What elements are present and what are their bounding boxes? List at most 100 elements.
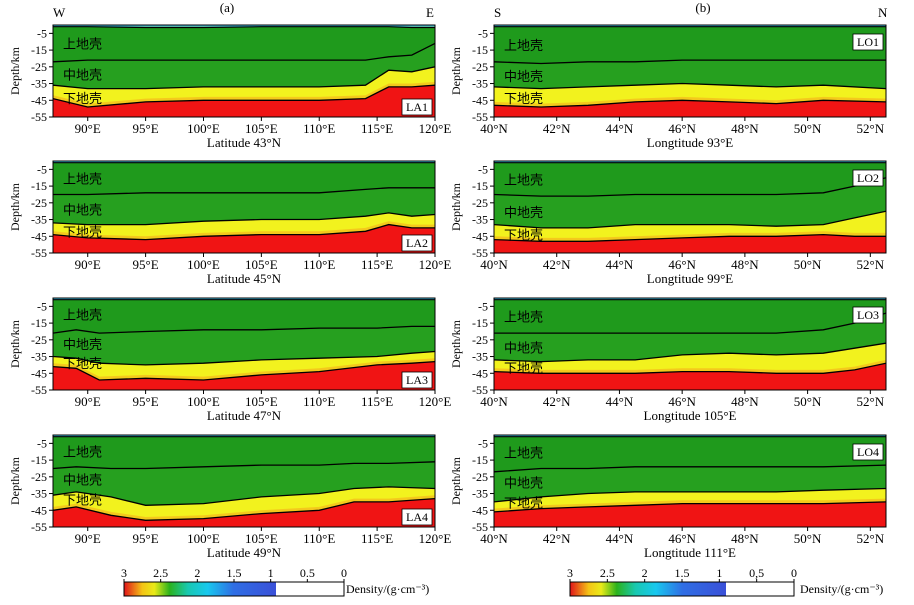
y-tick-label: -55 bbox=[472, 110, 488, 124]
upper-crust-layer bbox=[494, 436, 886, 472]
boundary-upper-mid bbox=[53, 325, 435, 334]
x-tick-label: 46°N bbox=[668, 121, 696, 136]
middle-crust-label: 中地壳 bbox=[504, 69, 543, 84]
y-tick-label: -45 bbox=[31, 93, 47, 107]
colorbar-tick-label: 2 bbox=[194, 566, 200, 580]
x-tick-label: 95°E bbox=[133, 257, 159, 272]
lower-crust-label: 下地壳 bbox=[63, 356, 102, 371]
upper-crust-layer bbox=[494, 26, 886, 64]
colorbar-a-empty-segment bbox=[276, 582, 344, 596]
panel-lo2: -5 -15 -25 -35 -45 -55 Depth/km 40°N 42°N 44°N 46°… bbox=[449, 160, 887, 286]
boundary-lower-mantle bbox=[494, 501, 886, 513]
y-tick-label: -15 bbox=[472, 453, 488, 467]
y-tick-label: -25 bbox=[472, 60, 488, 74]
boundary-lower-mantle bbox=[53, 360, 435, 381]
upper-crust-label: 上地壳 bbox=[63, 445, 102, 460]
colorbar-a: 3 2.5 2 1.5 1 0.5 0 Density/(g·cm⁻³) bbox=[121, 566, 429, 597]
lower-crust-label: 下地壳 bbox=[504, 360, 543, 375]
colorbar-tick-label: 0 bbox=[791, 566, 797, 580]
upper-crust-label: 上地壳 bbox=[504, 309, 543, 324]
panel-lo3-density-field bbox=[494, 298, 886, 390]
boundary-surface bbox=[53, 26, 435, 29]
direction-label-east: E bbox=[426, 5, 434, 20]
panel-label: LO4 bbox=[857, 445, 879, 459]
moho-transition bbox=[494, 231, 886, 242]
panel-la4-density-field bbox=[53, 435, 435, 527]
y-tick-label: -55 bbox=[472, 383, 488, 397]
x-tick-label: 110°E bbox=[303, 257, 335, 272]
direction-label-north: N bbox=[878, 5, 888, 20]
y-tick-label: -15 bbox=[31, 316, 47, 330]
y-axis-label: Depth/km bbox=[449, 319, 463, 368]
y-tick-label: -35 bbox=[472, 213, 488, 227]
panel-label-box bbox=[852, 443, 884, 461]
panel-lo1: -5 -15 -25 -35 -45 -55 Depth/km 40°N 42°N 44°N 46°… bbox=[449, 24, 887, 150]
panel-lo3: -5 -15 -25 -35 -45 -55 Depth/km 40°N 42°N 44°N 46°… bbox=[449, 297, 887, 423]
x-tick-label: 120°E bbox=[419, 257, 452, 272]
moho-transition bbox=[494, 359, 886, 374]
x-tick-label: 48°N bbox=[731, 121, 759, 136]
colorbar-tick-label: 0.5 bbox=[300, 566, 315, 580]
x-tick-label: 44°N bbox=[606, 121, 634, 136]
panel-lo4-density-field bbox=[494, 435, 886, 527]
panel-la3-frame bbox=[52, 297, 436, 391]
x-tick-label: 90°E bbox=[75, 531, 101, 546]
panel-label: LA2 bbox=[406, 236, 428, 250]
x-tick-label: 48°N bbox=[731, 394, 759, 409]
upper-crust-layer bbox=[494, 299, 886, 334]
panel-la4: -5 -15 -25 -35 -45 -55 Depth/km 90°E 95°E 100°E 10… bbox=[8, 434, 451, 560]
y-tick-label: -55 bbox=[31, 110, 47, 124]
y-axis-label: Depth/km bbox=[8, 456, 22, 505]
colorbar-tick-label: 3 bbox=[121, 566, 127, 580]
colorbar-tick-label: 2 bbox=[642, 566, 648, 580]
x-tick-label: 48°N bbox=[731, 531, 759, 546]
x-tick-label: 90°E bbox=[75, 394, 101, 409]
colorbar-tick-label: 2.5 bbox=[600, 566, 615, 580]
y-tick-label: -5 bbox=[478, 26, 488, 40]
x-axis-label: Longtitude 105°E bbox=[644, 408, 737, 423]
upper-crust-label: 上地壳 bbox=[504, 172, 543, 187]
boundary-lower-mantle bbox=[494, 99, 886, 108]
x-tick-label: 100°E bbox=[187, 257, 220, 272]
y-tick-label: -5 bbox=[37, 299, 47, 313]
panel-lo4-frame bbox=[493, 434, 887, 528]
y-tick-label: -25 bbox=[31, 60, 47, 74]
y-tick-label: -25 bbox=[472, 470, 488, 484]
lower-crust-label: 下地壳 bbox=[504, 228, 543, 243]
y-tick-label: -15 bbox=[31, 179, 47, 193]
panel-label: LA4 bbox=[406, 510, 428, 524]
x-tick-label: 110°E bbox=[303, 531, 335, 546]
panel-la3-density-field bbox=[53, 298, 435, 390]
y-tick-label: -5 bbox=[478, 299, 488, 313]
x-tick-label: 110°E bbox=[303, 394, 335, 409]
y-tick-label: -25 bbox=[472, 196, 488, 210]
y-tick-label: -35 bbox=[472, 77, 488, 91]
x-axis-label: Latitude 49°N bbox=[207, 545, 282, 560]
panel-la2-density-field bbox=[53, 161, 435, 253]
y-axis-label: Depth/km bbox=[449, 182, 463, 231]
y-tick-label: -45 bbox=[472, 229, 488, 243]
boundary-lower-mantle bbox=[53, 84, 435, 108]
colorbar-a-gradient bbox=[124, 582, 276, 596]
boundary-mid-lower bbox=[494, 210, 886, 229]
y-tick-label: -55 bbox=[472, 246, 488, 260]
x-tick-label: 90°E bbox=[75, 257, 101, 272]
moho-transition bbox=[53, 81, 435, 107]
boundary-upper-mid bbox=[494, 312, 886, 334]
panel-label: LO2 bbox=[857, 171, 879, 185]
panel-lo1-density-field bbox=[494, 25, 886, 117]
y-axis-label: Depth/km bbox=[8, 46, 22, 95]
colorbar-b-gradient bbox=[570, 582, 726, 596]
x-tick-label: 115°E bbox=[361, 121, 393, 136]
panel-la1: -5 -15 -25 -35 -45 -55 Depth/km 90°E 95°E 100°E 10… bbox=[8, 24, 451, 150]
x-tick-label: 44°N bbox=[606, 531, 634, 546]
panel-label-box bbox=[852, 169, 884, 187]
x-tick-label: 105°E bbox=[245, 531, 278, 546]
y-tick-label: -25 bbox=[31, 470, 47, 484]
y-tick-label: -35 bbox=[31, 350, 47, 364]
x-tick-label: 46°N bbox=[668, 394, 696, 409]
x-tick-label: 40°N bbox=[480, 257, 508, 272]
boundary-upper-mid bbox=[53, 42, 435, 63]
x-tick-label: 52°N bbox=[857, 121, 885, 136]
lower-crust-label: 下地壳 bbox=[63, 91, 102, 106]
